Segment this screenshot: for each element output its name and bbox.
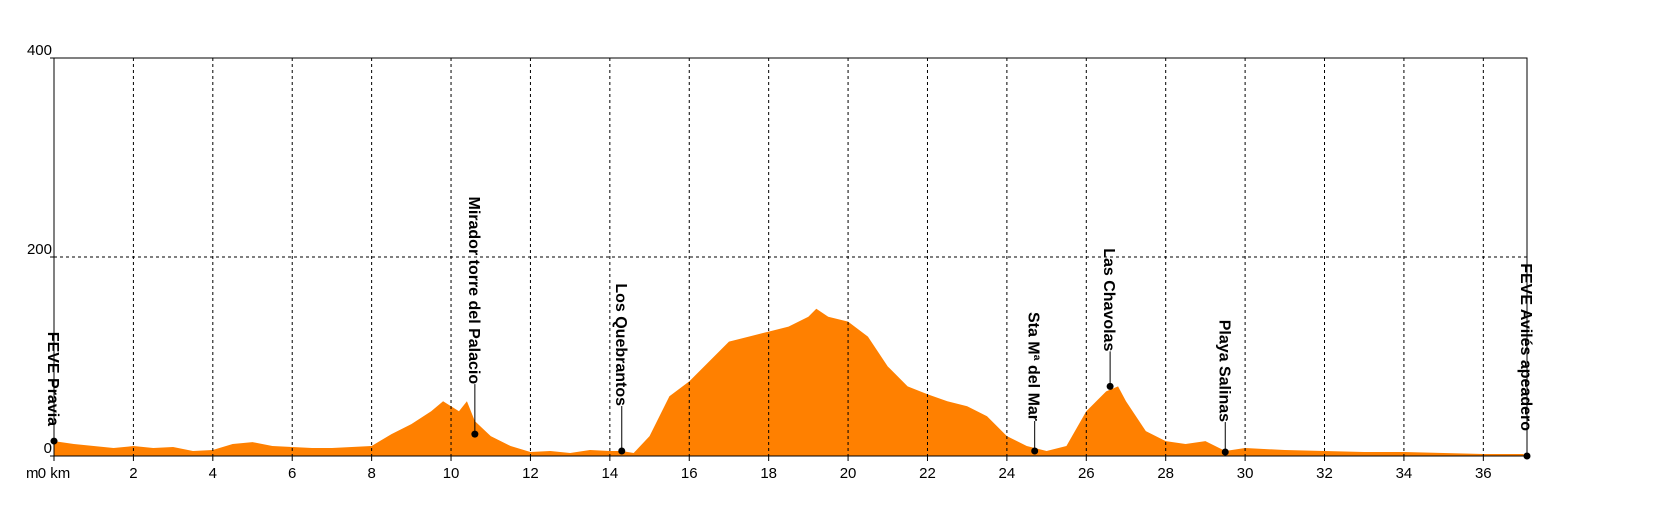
waypoint-label: FEVE Pravia: [44, 332, 61, 426]
x-tick-label: 34: [1396, 465, 1413, 482]
x-tick-label: 12: [522, 465, 539, 482]
y-tick-label: 0: [44, 440, 52, 457]
y-axis-label: m: [26, 465, 39, 482]
x-tick-label: 32: [1316, 465, 1333, 482]
waypoint-dot: [1523, 452, 1531, 460]
waypoint-label: Sta Mª del Mar: [1025, 312, 1042, 421]
x-tick-label: 8: [367, 465, 375, 482]
x-tick-label: 24: [999, 465, 1016, 482]
waypoint-dot: [50, 437, 58, 445]
waypoint-label: Las Chavolas: [1100, 248, 1117, 351]
x-tick-label: 28: [1157, 465, 1174, 482]
plot-frame: [53, 57, 1528, 457]
x-tick-label: 36: [1475, 465, 1492, 482]
waypoint-dot: [471, 430, 479, 438]
x-tick-label: 18: [760, 465, 777, 482]
x-tick-label: 26: [1078, 465, 1095, 482]
y-tick-label: 400: [27, 42, 52, 59]
waypoint-label: Mirador torre del Palacio: [465, 197, 482, 385]
y-tick-label: 200: [27, 241, 52, 258]
x-tick-label: 0 km: [38, 465, 71, 482]
x-tick-label: 16: [681, 465, 698, 482]
waypoint-label: Playa Salinas: [1215, 320, 1232, 422]
x-tick-label: 2: [129, 465, 137, 482]
waypoint-dot: [618, 447, 626, 455]
x-tick-label: 14: [602, 465, 619, 482]
waypoint-label: FEVE Avilés apeadero: [1517, 263, 1534, 431]
x-tick-label: 22: [919, 465, 936, 482]
waypoint-dot: [1221, 448, 1229, 456]
waypoint-dot: [1031, 447, 1039, 455]
waypoint-dot: [1106, 382, 1114, 390]
x-tick-label: 20: [840, 465, 857, 482]
x-tick-label: 6: [288, 465, 296, 482]
x-tick-label: 30: [1237, 465, 1254, 482]
elevation-area: [54, 308, 1527, 456]
x-tick-label: 10: [443, 465, 460, 482]
waypoint-label: Los Quebrantos: [612, 283, 629, 406]
x-tick-label: 4: [209, 465, 217, 482]
